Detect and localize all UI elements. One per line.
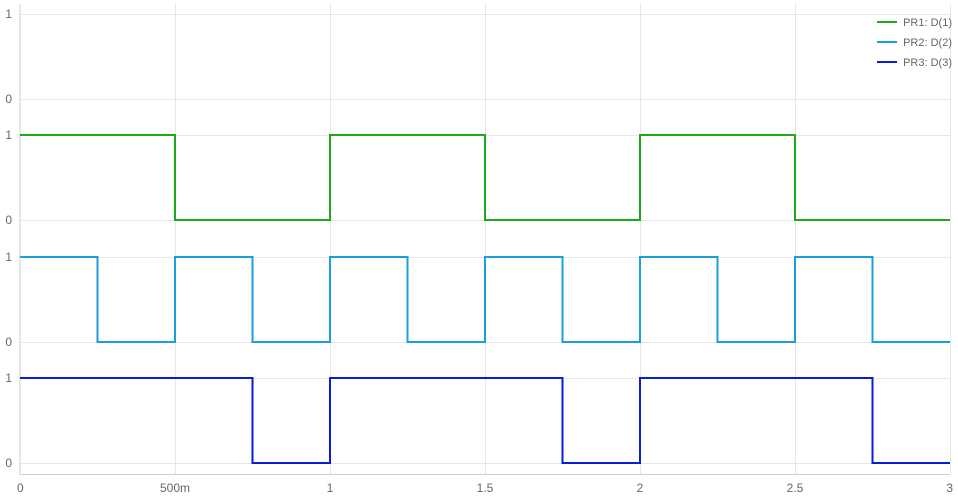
legend-label: PR2: D(2) [903,37,952,49]
x-tick-label: 2.5 [787,481,804,495]
legend-label: PR1: D(1) [903,17,952,29]
grid [19,4,951,475]
x-tick-label: 500m [160,481,190,495]
x-tick-label: 1 [327,481,334,495]
y-tick-label: 1 [5,128,12,142]
legend-item[interactable]: PR3: D(3) [877,57,952,69]
x-tick-label: 1.5 [477,481,494,495]
legend[interactable]: PR1: D(1) PR2: D(2) PR3: D(3) [877,17,952,69]
legend-label: PR3: D(3) [903,57,952,69]
series-line-1 [20,134,950,221]
x-tick-label: 2 [637,481,644,495]
y-tick-label: 1 [5,371,12,385]
legend-item[interactable]: PR2: D(2) [877,37,952,49]
series-lines [20,134,950,464]
x-tick-label: 3 [946,481,953,495]
legend-item[interactable]: PR1: D(1) [877,17,952,29]
y-tick-label: 1 [5,250,12,264]
y-tick-label: 0 [5,213,12,227]
y-tick-label: 0 [5,335,12,349]
y-tick-label: 0 [5,92,12,106]
y-tick-label: 0 [5,456,12,470]
x-tick-label: 0 [17,481,24,495]
y-tick-label: 1 [5,7,12,21]
series-line-3 [20,377,950,464]
y-tick-labels: 1 0 1 0 1 0 1 0 [5,7,12,470]
x-tick-labels: 0 500m 1 1.5 2 2.5 3 [17,481,953,495]
series-line-2 [20,256,950,343]
